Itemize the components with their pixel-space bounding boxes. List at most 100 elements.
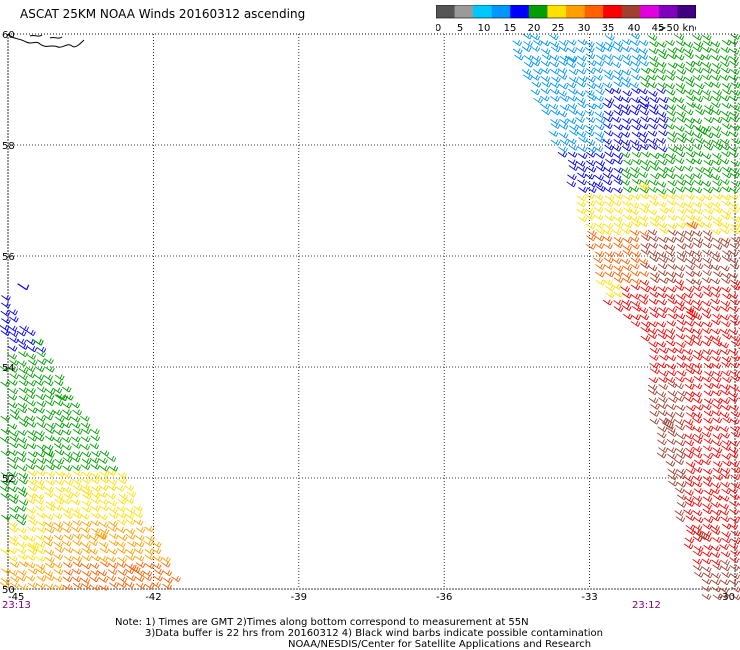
wind-barb-glyph (693, 571, 704, 578)
wind-barb-glyph (703, 517, 714, 524)
wind-barb-glyph (594, 111, 605, 118)
wind-barb-glyph (55, 471, 65, 478)
wind-barb-glyph (108, 512, 119, 519)
wind-barb-glyph (36, 386, 47, 393)
wind-barb-glyph (649, 97, 660, 104)
longitude-label: -42 (145, 592, 161, 603)
wind-barb-glyph (667, 136, 677, 143)
wind-barb-glyph (613, 124, 624, 131)
wind-barb-glyph (595, 279, 606, 286)
wind-barb-glyph (575, 110, 586, 117)
wind-barb-glyph (81, 428, 91, 435)
map-grid (7, 33, 736, 590)
wind-barb-glyph (26, 380, 36, 387)
wind-barb-glyph (7, 394, 18, 401)
wind-barb-glyph (665, 74, 676, 81)
wind-barb-glyph (43, 513, 54, 520)
wind-barb-glyph (630, 243, 640, 250)
wind-barb-glyph (722, 333, 732, 340)
wind-barb-glyph (16, 527, 27, 534)
wind-barb-glyph (586, 200, 596, 207)
wind-barb-glyph (692, 172, 703, 179)
wind-barb-glyph (622, 244, 632, 251)
wind-barb-glyph (647, 229, 658, 236)
wind-barb-glyph (647, 138, 658, 145)
wind-barb-glyph (720, 214, 731, 221)
wind-barb-glyph (620, 151, 631, 159)
wind-barb-glyph (611, 145, 622, 152)
wind-barb-glyph (134, 534, 145, 541)
wind-barb-glyph (613, 299, 623, 306)
wind-barb-glyph (594, 95, 604, 102)
wind-barb-glyph (80, 577, 91, 584)
wind-barb-glyph (665, 333, 676, 340)
wind-barb-glyph (720, 432, 730, 439)
wind-barb-glyph (631, 251, 642, 258)
wind-barb-glyph (107, 479, 118, 486)
wind-barb-glyph (620, 131, 631, 138)
wind-barb-glyph (667, 306, 678, 314)
wind-barb-glyph (701, 277, 712, 284)
wind-barb-glyph (576, 68, 587, 75)
wind-barb-glyph (630, 33, 641, 40)
wind-barb-glyph (52, 463, 62, 470)
wind-barb-glyph (692, 216, 703, 223)
wind-barb-glyph (549, 41, 560, 48)
wind-barb-glyph (638, 39, 649, 47)
wind-barb-glyph (712, 494, 723, 501)
wind-barb-glyph (19, 325, 29, 332)
wind-barb-glyph (72, 561, 83, 568)
wind-barb-glyph (711, 410, 722, 417)
wind-barb-glyph (692, 285, 703, 292)
wind-barb-glyph (80, 484, 90, 491)
wind-barb-glyph (710, 551, 721, 559)
wind-barb-glyph (595, 46, 606, 53)
wind-barb-glyph (71, 442, 82, 449)
wind-barb-glyph (712, 180, 723, 187)
wind-barb-glyph (730, 228, 740, 235)
wind-barb-glyph (62, 576, 73, 583)
wind-barb-glyph (703, 468, 713, 475)
wind-barb-glyph (631, 221, 641, 228)
wind-barb-glyph (675, 333, 686, 340)
wind-barb-glyph (657, 403, 668, 410)
wind-barb-glyph (710, 74, 721, 81)
wind-barb-glyph (692, 46, 703, 53)
wind-barb-glyph (621, 299, 632, 306)
wind-barb-glyph (602, 299, 613, 306)
wind-barb-glyph (124, 484, 134, 491)
wind-barb-glyph (9, 413, 20, 420)
wind-barb-glyph (728, 523, 739, 530)
wind-barb-glyph (712, 403, 722, 410)
wind-barb-glyph (611, 174, 622, 181)
wind-barb-glyph (657, 362, 667, 369)
wind-barb-glyph (667, 298, 678, 305)
wind-barb-glyph (665, 377, 676, 384)
wind-barb-glyph (683, 165, 694, 172)
wind-barb-glyph (692, 452, 703, 459)
wind-barb-glyph (729, 405, 739, 412)
wind-barb-glyph (25, 513, 36, 520)
wind-barb-glyph (674, 97, 685, 104)
wind-barb-glyph (729, 508, 739, 515)
wind-barb-glyph (692, 34, 703, 41)
wind-barb-glyph (666, 110, 676, 117)
legend-swatch (677, 5, 696, 18)
wind-barb-glyph (35, 451, 46, 458)
wind-barb-glyph (721, 116, 731, 123)
wind-barb-glyph (631, 74, 641, 81)
wind-barb-glyph (18, 478, 29, 485)
wind-barb-glyph (559, 95, 570, 102)
wind-barb-glyph (604, 53, 614, 61)
wind-barb-glyph (81, 563, 91, 570)
wind-barb-glyph (720, 314, 730, 321)
wind-barb-glyph (638, 171, 649, 178)
wind-barb-glyph (622, 237, 633, 244)
wind-barb-glyph (8, 379, 18, 386)
wind-barb-glyph (703, 417, 713, 424)
wind-barb-glyph (163, 577, 173, 584)
wind-barb-glyph (7, 325, 18, 332)
wind-barb-glyph (675, 313, 686, 320)
wind-barb-glyph (695, 83, 705, 90)
wind-barb-glyph (720, 559, 730, 566)
